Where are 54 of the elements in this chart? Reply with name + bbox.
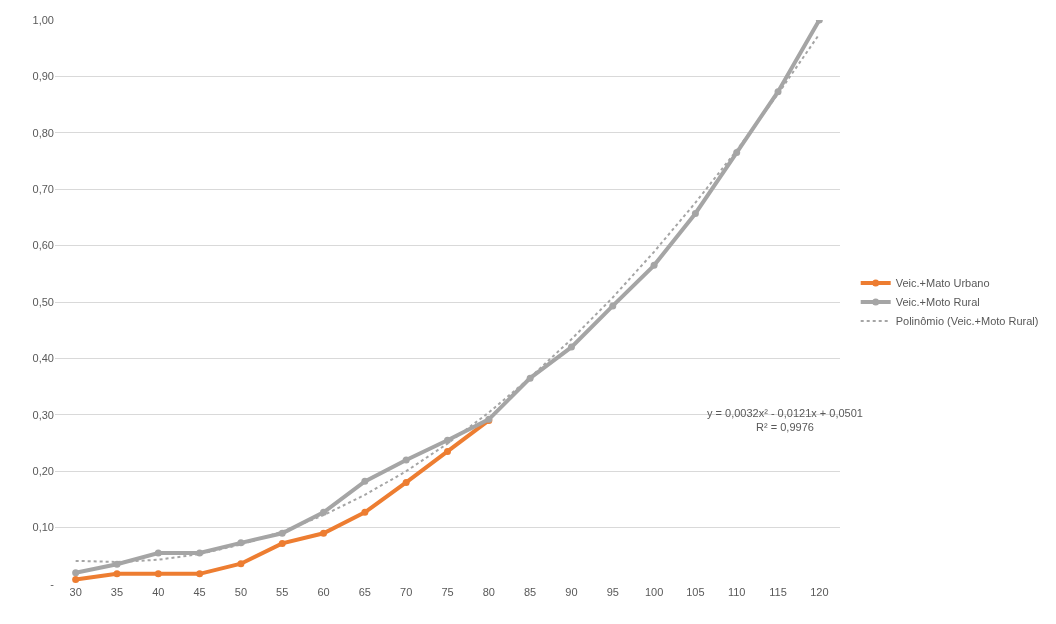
point [320, 529, 328, 537]
y-tick-label: 0,30 [32, 408, 54, 421]
point [402, 478, 410, 486]
y-tick-label: 0,40 [32, 352, 54, 365]
y-tick-label: 0,90 [32, 70, 54, 83]
x-tick-label: 65 [358, 586, 371, 598]
point [402, 456, 410, 464]
x-tick-label: 30 [69, 586, 82, 598]
point [361, 477, 369, 485]
y-tick-label: 0,60 [32, 239, 54, 252]
x-tick-label: 70 [400, 586, 413, 598]
point [72, 569, 80, 577]
point [320, 508, 328, 516]
x-tick-label: 115 [769, 586, 787, 598]
y-tick-label: 0,20 [32, 465, 54, 478]
x-tick-label: 50 [234, 586, 248, 598]
point [609, 302, 617, 310]
x-tick-label: 35 [110, 586, 124, 598]
x-tick-label: 80 [482, 586, 495, 598]
y-tick-label: 0,10 [32, 521, 54, 534]
point [444, 436, 451, 444]
y-tick-label: 1,00 [32, 13, 54, 26]
x-tick-label: 105 [686, 586, 705, 598]
annotation: y = 0,0032x² - 0,0121x + 0,0501 R² = 0,9976 [707, 407, 863, 434]
point [72, 575, 80, 583]
point [237, 560, 245, 568]
point [113, 570, 121, 578]
point [567, 343, 575, 351]
y-tick-label: - [50, 577, 55, 590]
x-tick-label: 110 [727, 586, 746, 598]
point [361, 508, 369, 516]
point [154, 570, 162, 578]
point [196, 570, 204, 578]
y-tick-label: 0,50 [32, 295, 54, 308]
point [650, 261, 658, 269]
x-tick-label: 100 [644, 586, 664, 598]
x-tick-label: 75 [441, 586, 454, 598]
legend-label: Veic.+Mato Urbano [895, 277, 990, 290]
y-tick-label: 0,70 [32, 183, 54, 196]
y-tick-label: 0,80 [32, 126, 54, 139]
x-tick-label: 40 [152, 586, 165, 598]
legend-label: Veic.+Moto Rural [895, 296, 980, 309]
x-tick-label: 60 [317, 586, 330, 598]
point [154, 549, 162, 557]
x-tick-label: 120 [810, 586, 829, 598]
x-tick-label: 90 [565, 586, 578, 598]
point [691, 209, 699, 217]
x-tick-label: 45 [193, 586, 206, 598]
x-tick-label: 95 [606, 586, 619, 598]
point [278, 539, 286, 547]
x-tick-label: 85 [524, 586, 537, 598]
point [444, 447, 451, 455]
legend-label: Polinômio (Veic.+Moto Rural) [895, 315, 1039, 328]
x-tick-label: 55 [276, 586, 289, 598]
